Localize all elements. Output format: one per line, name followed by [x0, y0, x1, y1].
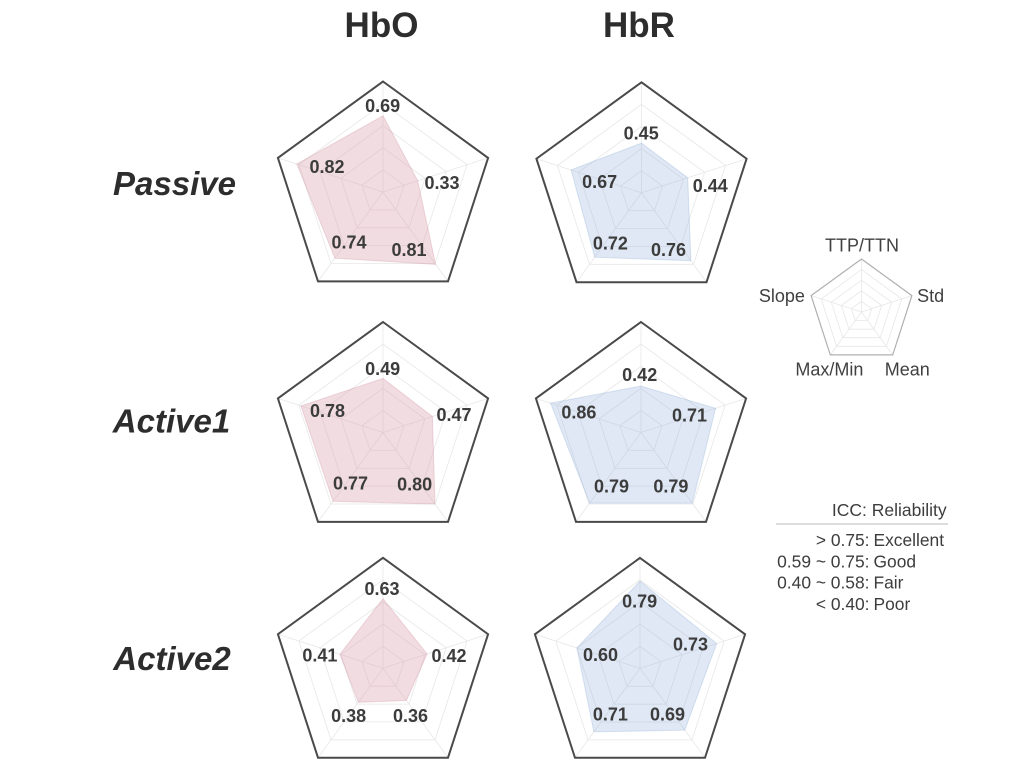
svg-text:0.60: 0.60 — [583, 645, 618, 665]
svg-text:0.67: 0.67 — [582, 172, 617, 192]
svg-text:0.40 ~ 0.58:: 0.40 ~ 0.58: — [777, 573, 869, 593]
svg-text:0.47: 0.47 — [436, 405, 471, 425]
svg-text:0.69: 0.69 — [650, 704, 685, 724]
svg-text:Max/Min: Max/Min — [795, 360, 863, 380]
svg-text:Poor: Poor — [874, 594, 911, 614]
svg-text:Passive: Passive — [113, 165, 236, 202]
svg-text:0.44: 0.44 — [693, 176, 728, 196]
svg-text:0.82: 0.82 — [309, 157, 344, 177]
svg-text:ICC: Reliability: ICC: Reliability — [832, 500, 947, 520]
svg-text:Active2: Active2 — [112, 640, 231, 677]
svg-text:Mean: Mean — [885, 360, 930, 380]
svg-text:TTP/TTN: TTP/TTN — [825, 235, 899, 255]
svg-text:0.42: 0.42 — [622, 365, 657, 385]
svg-text:0.76: 0.76 — [651, 240, 686, 260]
svg-text:> 0.75:: > 0.75: — [816, 530, 870, 550]
svg-text:0.72: 0.72 — [593, 234, 628, 254]
svg-text:Std: Std — [917, 286, 944, 306]
svg-text:0.81: 0.81 — [391, 240, 426, 260]
svg-text:0.36: 0.36 — [393, 706, 428, 726]
svg-text:0.38: 0.38 — [331, 706, 366, 726]
svg-text:0.45: 0.45 — [624, 124, 659, 144]
svg-text:0.74: 0.74 — [331, 232, 366, 252]
svg-text:0.80: 0.80 — [397, 474, 432, 494]
svg-text:0.73: 0.73 — [673, 635, 708, 655]
svg-text:0.69: 0.69 — [365, 96, 400, 116]
svg-text:0.71: 0.71 — [672, 406, 707, 426]
svg-text:HbR: HbR — [603, 6, 675, 45]
svg-text:0.79: 0.79 — [594, 477, 629, 497]
svg-text:Slope: Slope — [759, 286, 805, 306]
svg-text:0.79: 0.79 — [622, 592, 657, 612]
svg-text:Active1: Active1 — [112, 403, 230, 440]
svg-text:Good: Good — [874, 551, 917, 571]
svg-text:0.86: 0.86 — [561, 403, 596, 423]
svg-text:0.79: 0.79 — [653, 477, 688, 497]
svg-text:HbO: HbO — [345, 6, 419, 45]
svg-text:0.41: 0.41 — [302, 645, 337, 665]
svg-text:0.42: 0.42 — [431, 646, 466, 666]
svg-text:0.71: 0.71 — [593, 704, 628, 724]
svg-text:0.77: 0.77 — [333, 474, 368, 494]
svg-text:< 0.40:: < 0.40: — [816, 594, 870, 614]
svg-text:0.33: 0.33 — [424, 173, 459, 193]
svg-text:0.59 ~ 0.75:: 0.59 ~ 0.75: — [777, 551, 869, 571]
svg-text:Fair: Fair — [874, 573, 904, 593]
svg-text:Excellent: Excellent — [874, 530, 945, 550]
svg-text:0.78: 0.78 — [310, 401, 345, 421]
svg-text:0.63: 0.63 — [364, 579, 399, 599]
svg-text:0.49: 0.49 — [365, 359, 400, 379]
